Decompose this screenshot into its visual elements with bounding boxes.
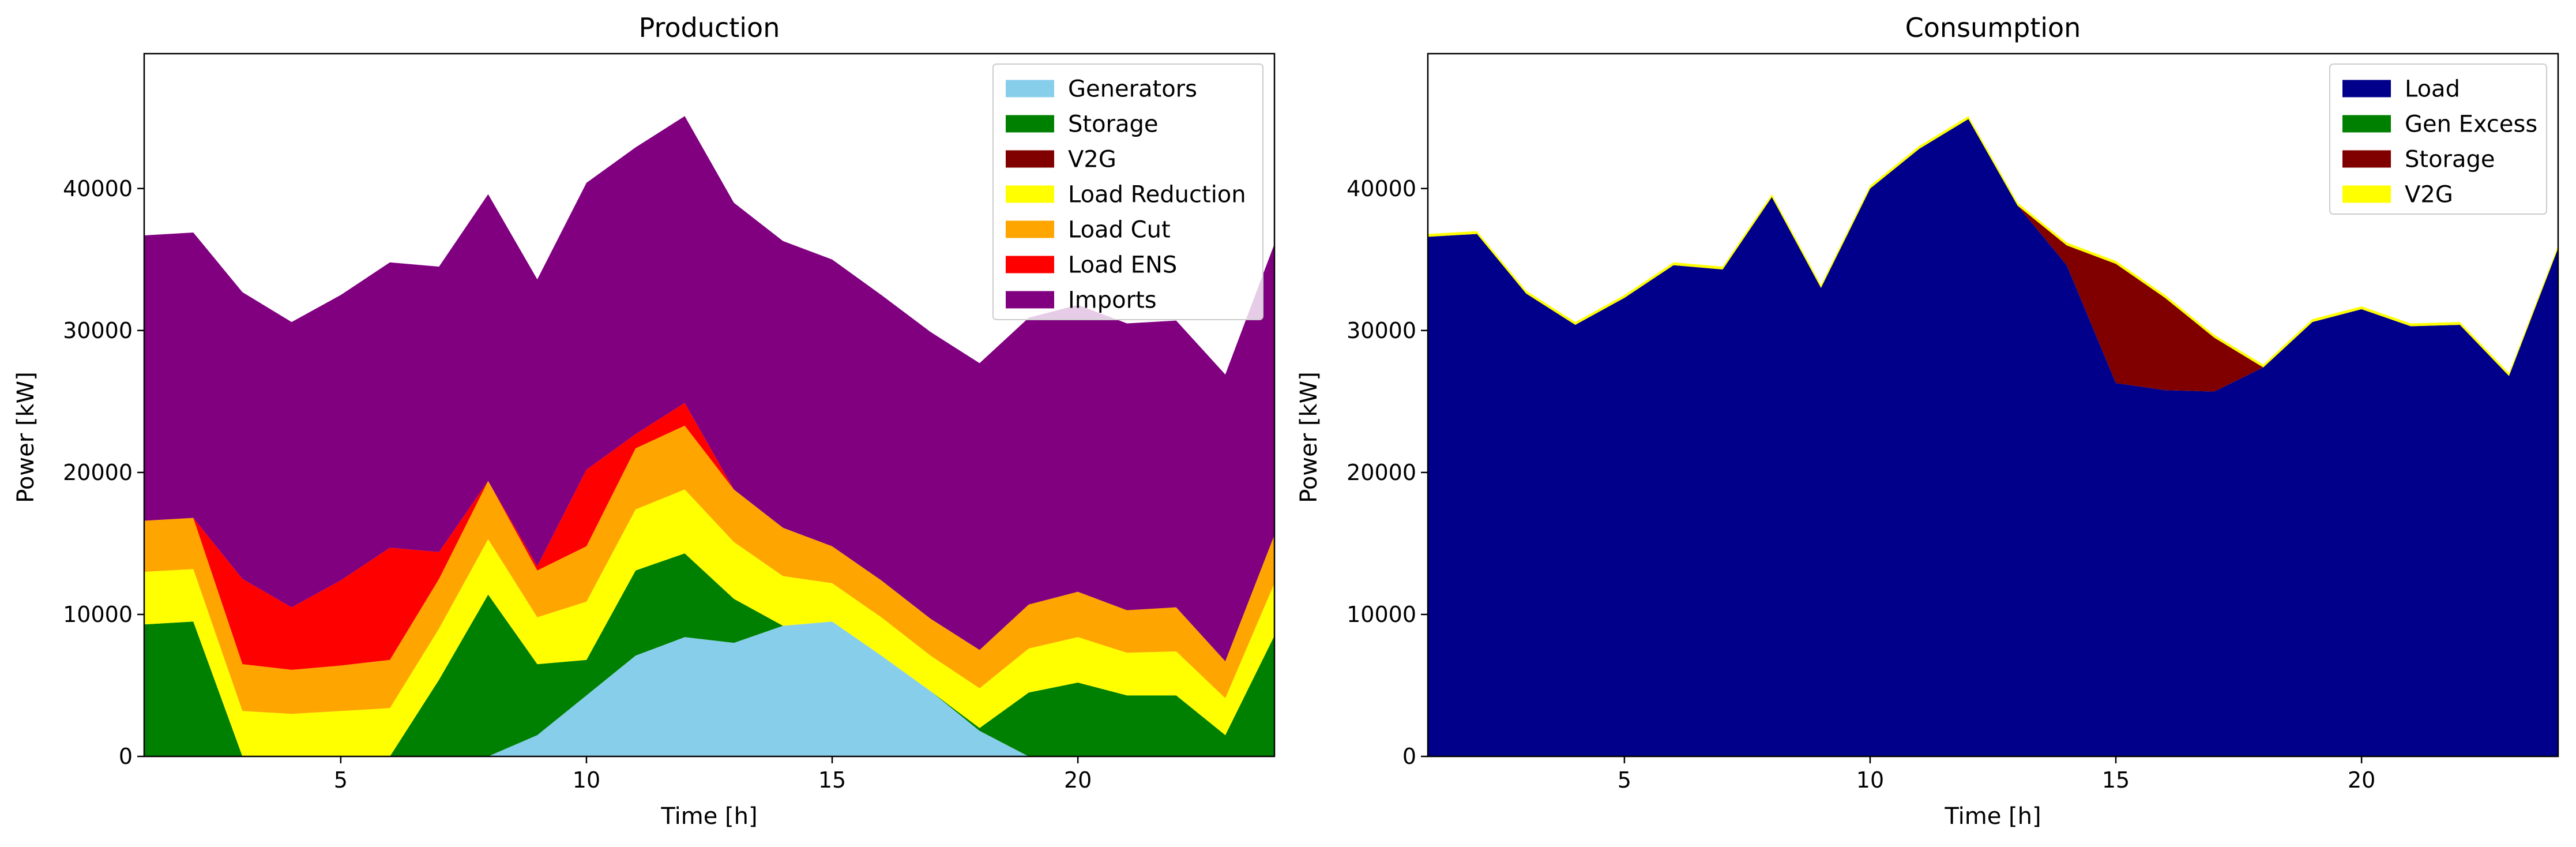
y-tick-label: 30000 [63, 318, 133, 343]
y-tick-label: 40000 [63, 176, 133, 201]
legend-label-v2g: V2G [1068, 147, 1116, 173]
legend-label-generators: Generators [1068, 76, 1197, 103]
legend: Generators Storage V2G Load Reduction Load C… [992, 63, 1263, 320]
legend-swatch-load-reduction [1006, 185, 1054, 203]
legend-label-storage: Storage [2405, 147, 2495, 173]
legend-label-load: Load [2405, 76, 2460, 103]
legend-swatch-load [2342, 80, 2391, 98]
legend-swatch-load-ens [1006, 256, 1054, 273]
x-axis-label: Time [h] [660, 803, 757, 830]
legend-label-storage: Storage [1068, 111, 1159, 138]
area-load-ens [144, 403, 1274, 670]
x-tick-label: 15 [818, 767, 846, 793]
legend-label-imports: Imports [1068, 287, 1157, 314]
area-generators [144, 621, 1274, 756]
chart-title: Production [639, 12, 780, 43]
y-axis-label: Power [kW] [13, 372, 39, 503]
legend: Load Gen Excess Storage V2G [2329, 63, 2547, 215]
legend-swatch-gen-excess [2342, 115, 2391, 133]
axes-frame [143, 53, 1276, 758]
legend-box [2329, 63, 2547, 215]
consumption-chart: Consumption Time [h] Power [kW] 5 10 15 200… [1296, 12, 2559, 830]
y-tick-label: 20000 [63, 460, 133, 485]
legend-box [992, 63, 1263, 320]
x-tick-label: 20 [2348, 767, 2375, 793]
y-tick-label: 10000 [1347, 602, 1416, 627]
x-tick-label: 15 [2102, 767, 2130, 793]
legend-label-gen-excess: Gen Excess [2405, 111, 2537, 138]
legend-label-load-ens: Load ENS [1068, 252, 1177, 279]
x-tick-label: 5 [334, 767, 348, 793]
production-chart: Production Time [h] Power [kW] 5 10 15 20 0 1… [13, 12, 1276, 830]
y-tick-label: 30000 [1347, 318, 1416, 343]
area-imports [144, 116, 1274, 662]
axes-frame [1427, 53, 2559, 758]
y-tick-label: 0 [1402, 744, 1416, 769]
y-tick-label: 0 [119, 744, 133, 769]
y-axis-label: Power [kW] [1296, 372, 1322, 503]
area-load-cut [144, 425, 1274, 714]
legend-swatch-imports [1006, 291, 1054, 309]
legend-swatch-load-cut [1006, 220, 1054, 238]
area-load-reduction [144, 489, 1274, 756]
legend-label-load-cut: Load Cut [1068, 217, 1171, 243]
x-tick-label: 5 [1618, 767, 1631, 793]
y-tick-label: 40000 [1347, 176, 1416, 201]
legend-label-load-reduction: Load Reduction [1068, 182, 1246, 208]
x-tick-label: 10 [1856, 767, 1884, 793]
area-layer [1428, 116, 2558, 757]
legend-label-v2g: V2G [2405, 182, 2453, 208]
legend-swatch-generators [1006, 80, 1054, 98]
chart-title: Consumption [1905, 12, 2081, 43]
y-tick-label: 20000 [1347, 460, 1416, 485]
x-axis-label: Time [h] [1944, 803, 2041, 830]
area-layer [144, 116, 1274, 756]
area-storage [144, 553, 1274, 756]
legend-swatch-storage [2342, 150, 2391, 168]
area-load [1428, 119, 2558, 757]
x-tick-label: 10 [573, 767, 600, 793]
x-tick-label: 20 [1064, 767, 1092, 793]
y-tick-label: 10000 [63, 602, 133, 627]
legend-swatch-v2g [1006, 150, 1054, 168]
legend-swatch-v2g [2342, 185, 2391, 203]
legend-swatch-storage [1006, 115, 1054, 133]
